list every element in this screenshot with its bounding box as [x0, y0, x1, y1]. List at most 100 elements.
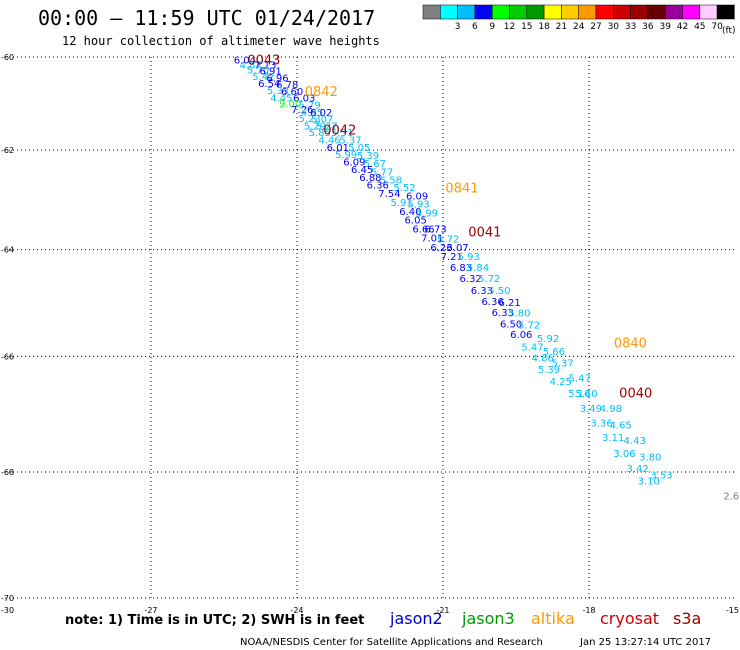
- footer-timestamp: Jan 25 13:27:14 UTC 2017: [579, 637, 711, 648]
- wave-height-value: 6.88: [359, 173, 381, 184]
- legend-tick-label: 70: [711, 22, 723, 32]
- wave-height-value: 5.85: [309, 128, 331, 139]
- legend-swatch: [440, 4, 458, 20]
- wave-height-value: 3.10: [638, 476, 660, 487]
- legend-tick-label: 9: [489, 22, 495, 32]
- legend-tick-label: 30: [608, 22, 620, 32]
- wave-height-value: 9.00: [279, 99, 301, 110]
- wave-height-value: 2.6: [723, 492, 739, 503]
- wave-height-value: 5.52: [393, 183, 415, 194]
- legend-tick-label: 45: [694, 22, 705, 32]
- pass-time-label: 0040: [619, 386, 652, 401]
- legend-swatch: [543, 4, 562, 20]
- wave-height-value: 6.21: [498, 298, 520, 309]
- wave-height-value: 6.03: [293, 93, 315, 104]
- y-tick-label: -62: [1, 146, 14, 155]
- pass-time-label: 0043: [247, 54, 280, 69]
- x-tick-label: -24: [290, 606, 303, 615]
- wave-height-value: 5.70: [247, 66, 269, 77]
- chart-subtitle: 12 hour collection of altimeter wave hei…: [62, 34, 380, 48]
- legend-tick-label: 42: [677, 22, 688, 32]
- legend-swatch: [647, 4, 666, 20]
- wave-height-value: 5.79: [298, 101, 320, 112]
- footer-credit: NOAA/NESDIS Center for Satellite Applica…: [240, 637, 543, 648]
- legend-unit: (ft): [722, 26, 736, 36]
- wave-height-value: 5.67: [364, 159, 386, 170]
- satellite-name-altika: altika: [531, 609, 575, 628]
- x-tick-label: -27: [144, 606, 157, 615]
- wave-height-value: 4.43: [624, 436, 646, 447]
- legend-swatch: [595, 4, 614, 20]
- axis-labels: -60 -62 -64 -66 -68 -70 -27 -24 -21 -18 -30 -15: [1, 53, 739, 615]
- wave-height-value: 6.50: [500, 320, 522, 331]
- legend-swatch: [578, 4, 597, 20]
- wave-height-value: 5.27: [315, 121, 337, 132]
- wave-height-value: 5.05: [348, 143, 370, 154]
- x-tick-label: -18: [582, 606, 595, 615]
- legend-tick-label: 6: [472, 22, 478, 32]
- legend-tick-label: 3: [455, 22, 461, 32]
- wave-height-value: 3.06: [613, 449, 635, 460]
- wave-height-value: 6.36: [481, 297, 503, 308]
- satellite-name-cryosat: cryosat: [600, 609, 659, 628]
- legend-tick-label: 39: [659, 22, 671, 32]
- legend-swatch: [491, 4, 510, 20]
- legend-swatch: [457, 4, 476, 20]
- pass-time-label: 0842: [305, 85, 338, 100]
- wave-height-value: 5.72: [437, 234, 459, 245]
- wave-height-value: 4.98: [600, 404, 622, 415]
- wave-height-value: 3.11: [602, 433, 624, 444]
- wave-height-value: 6.36: [367, 181, 389, 192]
- y-tick-label: -60: [1, 53, 14, 62]
- wave-height-value: 5.23: [298, 114, 320, 125]
- wave-height-value: 5.47: [569, 374, 591, 385]
- wave-height-value: 5.84: [467, 263, 489, 274]
- legend-swatch: [509, 4, 528, 20]
- wave-height-value: 6.09: [343, 158, 365, 169]
- x-tick-label: -21: [436, 606, 449, 615]
- satellite-name-jason3: jason3: [461, 609, 515, 628]
- legend-tick-label: 18: [538, 22, 550, 32]
- wave-height-value: 5.99: [335, 150, 357, 161]
- chart-title: 00:00 – 11:59 UTC 01/24/2017: [38, 6, 375, 30]
- wave-height-value: 5.40: [575, 389, 597, 400]
- pass-time-label: 0042: [323, 124, 356, 139]
- wave-height-value: 6.33: [471, 286, 493, 297]
- wave-height-value: 7.54: [378, 189, 400, 200]
- y-tick-label: -64: [1, 246, 14, 255]
- pass-time-label: 0041: [468, 226, 501, 241]
- wave-height-value: 5.66: [543, 347, 565, 358]
- legend-tick-label: 15: [521, 22, 532, 32]
- wave-height-value: 5.47: [521, 342, 543, 353]
- wave-height-value: 6.01: [327, 143, 349, 154]
- grid-lines: [5, 56, 735, 599]
- wave-height-value: 5.50: [488, 286, 510, 297]
- legend-tick-label: 21: [556, 22, 567, 32]
- wave-height-value: 6.23: [430, 243, 452, 254]
- wave-height-value: 5.72: [478, 274, 500, 285]
- wave-height-value: 6.02: [310, 108, 332, 119]
- wave-height-value: 6.40: [399, 207, 421, 218]
- legend-swatch: [561, 4, 579, 20]
- wave-height-value: 4.86: [532, 354, 554, 365]
- wave-height-value: 3.42: [626, 464, 648, 475]
- wave-height-value: 4.87: [240, 61, 262, 72]
- wave-height-value: 5.91: [390, 198, 412, 209]
- satellite-name-s3a: s3a: [673, 609, 701, 628]
- wave-height-value: 5.42: [252, 72, 274, 83]
- wave-height-value: 6.32: [460, 274, 482, 285]
- y-tick-label: -70: [1, 594, 14, 603]
- wave-height-value: 6.09: [406, 192, 428, 203]
- legend-swatch: [422, 4, 441, 20]
- wave-height-value: 6.83: [450, 263, 472, 274]
- satellite-legend: jason2 jason3 altika cryosat s3a: [389, 609, 701, 628]
- wave-height-value: 5.93: [407, 199, 429, 210]
- wave-height-value: 6.91: [260, 67, 282, 78]
- wave-height-value: 6.96: [266, 73, 288, 84]
- legend-swatch: [716, 4, 735, 20]
- legend-swatch: [474, 4, 493, 20]
- wave-height-value: 5.37: [552, 359, 574, 370]
- x-tick-label: -30: [1, 606, 14, 615]
- wave-height-value: 6.04: [234, 56, 256, 67]
